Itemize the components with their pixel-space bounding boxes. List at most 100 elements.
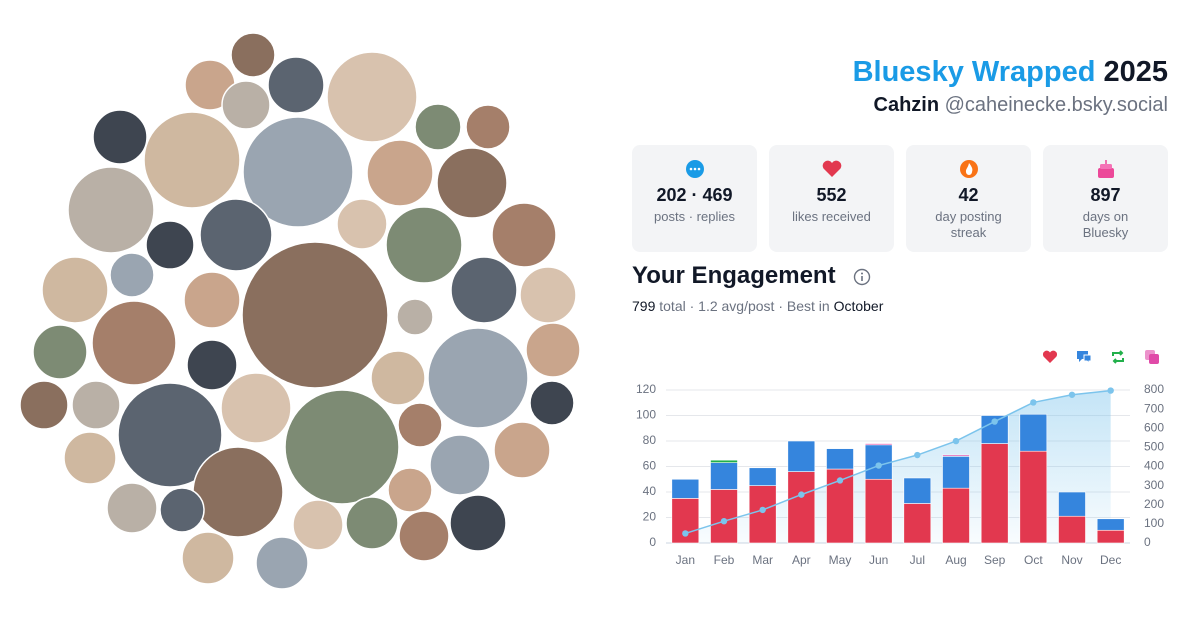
y2-tick-label: 0	[1144, 535, 1151, 549]
stat-card: 552 likes received	[769, 145, 894, 252]
bar-segment	[903, 477, 932, 504]
y2-tick-label: 700	[1144, 401, 1164, 415]
bar-segment	[1058, 515, 1086, 544]
avatar	[117, 382, 223, 488]
line	[685, 389, 1111, 535]
avatar	[429, 434, 491, 496]
x-tick-label: Feb	[714, 553, 735, 567]
y-tick-label: 100	[636, 408, 656, 422]
summary: 799 total · 1.2 avg/post · Best in Octob…	[632, 298, 883, 314]
avatar	[230, 32, 276, 78]
avatar	[106, 482, 158, 534]
bar-segment	[748, 467, 777, 486]
avatar	[345, 496, 399, 550]
stat-card: 202 · 469 posts · replies	[632, 145, 757, 252]
legend-icon	[1042, 350, 1058, 363]
bar-segment	[1019, 413, 1048, 452]
bar-segment	[980, 443, 1009, 544]
x-tick-label: Jun	[869, 553, 888, 567]
y2-tick-label: 500	[1144, 440, 1164, 454]
avatar	[529, 380, 575, 426]
bar-segment	[826, 448, 854, 470]
x-tick-label: Apr	[792, 553, 811, 567]
stat-card: 897 days on Bluesky	[1043, 145, 1168, 252]
brand: Bluesky Wrapped	[852, 56, 1096, 88]
avatar	[143, 111, 241, 209]
bar-segment	[864, 444, 893, 480]
bar-segment	[710, 489, 738, 544]
avatar	[491, 202, 557, 268]
line-point	[682, 530, 689, 537]
icon	[1097, 160, 1114, 178]
avatar	[366, 139, 434, 207]
stat-label: day posting streak	[935, 209, 1002, 240]
x-tick-label: May	[829, 553, 852, 567]
line-point	[836, 477, 844, 484]
avatar	[159, 487, 205, 533]
icon	[822, 160, 841, 177]
avatar	[427, 327, 529, 429]
stat-value: 202 · 469	[656, 185, 733, 205]
avatar	[19, 380, 69, 430]
x-tick-label: Jan	[676, 553, 695, 567]
bar-segment	[787, 471, 816, 544]
stat-value: 42	[958, 185, 979, 205]
line-point	[1030, 399, 1037, 406]
avatar	[292, 499, 344, 551]
x-tick-label: Sep	[984, 553, 1006, 567]
avatar	[465, 104, 511, 150]
avatar	[109, 252, 155, 298]
avatar	[221, 80, 271, 130]
info-icon[interactable]	[853, 268, 871, 286]
user: Cahzin @caheinecke.bsky.social	[874, 94, 1169, 117]
avatar	[326, 51, 418, 143]
bar-segment	[710, 459, 738, 463]
x-tick-label: Aug	[945, 553, 966, 567]
icon	[959, 160, 978, 178]
avatar	[387, 467, 433, 513]
avatar	[414, 103, 462, 151]
stat-value: 552	[816, 185, 847, 205]
bar-segment	[748, 485, 777, 544]
avatar	[181, 531, 235, 585]
avatar	[220, 372, 292, 444]
bar-segment	[1096, 518, 1125, 531]
avatar	[67, 166, 155, 254]
avatar	[397, 402, 443, 448]
avatar	[242, 116, 354, 228]
bar-segment	[864, 478, 893, 544]
avatar	[385, 206, 463, 284]
avatar	[145, 220, 195, 270]
y-tick-label: 20	[643, 510, 657, 524]
avatar	[183, 271, 241, 329]
avatar	[199, 198, 273, 272]
avatar	[519, 266, 577, 324]
avatar	[436, 147, 508, 219]
y2-tick-label: 200	[1144, 497, 1164, 511]
year: 2025	[1103, 56, 1168, 88]
x-tick-label: Jul	[910, 553, 925, 567]
bar-segment	[942, 454, 970, 457]
avatar-cluster	[19, 32, 581, 590]
stat-label: days on Bluesky	[1082, 209, 1129, 240]
bar-segment	[942, 456, 970, 489]
avatar	[63, 431, 117, 485]
avatar	[41, 256, 109, 324]
bar-segment	[903, 503, 932, 544]
line-point	[798, 491, 805, 498]
avatar	[284, 389, 400, 505]
y-tick-label: 60	[643, 459, 657, 473]
y-tick-label: 80	[643, 433, 657, 447]
legend-icon	[1112, 350, 1124, 364]
y2-tick-label: 100	[1144, 516, 1164, 530]
title: Bluesky Wrapped 2025	[853, 56, 1168, 89]
stat-value: 897	[1090, 185, 1121, 205]
line-point	[914, 451, 921, 459]
stat-label: posts · replies	[654, 209, 735, 224]
y2-tick-label: 300	[1144, 478, 1164, 492]
avatar	[336, 198, 388, 250]
x-tick-label: Dec	[1100, 553, 1121, 567]
line-point	[991, 418, 998, 425]
bar-segment	[1019, 450, 1048, 544]
avatar	[267, 56, 325, 114]
